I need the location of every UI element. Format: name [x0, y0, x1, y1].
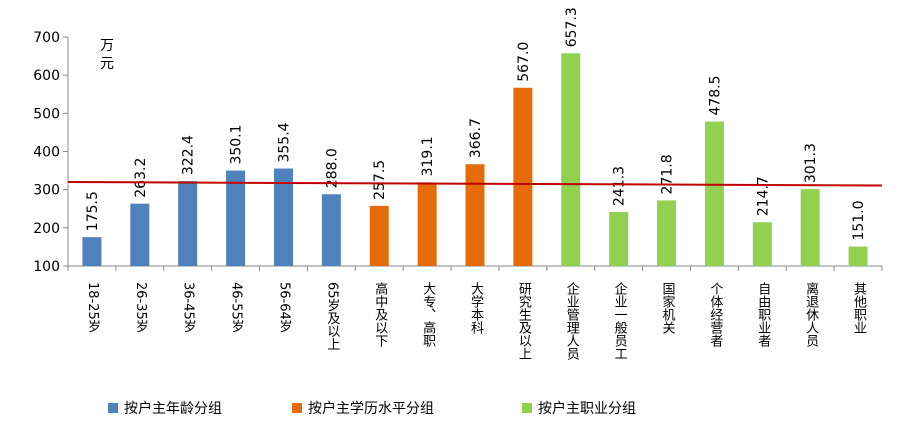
bar: [465, 164, 485, 266]
bar: [178, 181, 198, 266]
data-label: 271.8: [660, 154, 676, 194]
x-tick-label: 其他职业: [851, 282, 867, 334]
bar: [82, 237, 102, 266]
x-tick-label: 36-45岁: [180, 282, 196, 333]
y-tick-label: 400: [33, 145, 60, 161]
bar: [848, 246, 868, 266]
bar: [752, 222, 772, 266]
x-tick-label: 研究生及以上: [515, 282, 531, 360]
data-label: 263.2: [133, 158, 149, 198]
x-tick-label: 大学本科: [468, 282, 483, 334]
y-tick-label: 600: [33, 68, 60, 84]
legend-label: 按户主年龄分组: [124, 401, 222, 417]
data-label: 301.3: [803, 143, 819, 183]
x-tick-label: 大专、高职: [420, 282, 436, 347]
unit-label: 万元: [100, 38, 114, 72]
y-tick-label: 700: [33, 30, 60, 46]
data-label: 241.3: [612, 166, 628, 206]
bar: [321, 194, 341, 266]
bar: [226, 170, 246, 266]
bar: [561, 53, 581, 266]
legend-label: 按户主学历水平分组: [308, 401, 434, 417]
x-tick-label: 企业管理人员: [563, 282, 579, 360]
data-label: 288.0: [324, 148, 340, 188]
data-label: 214.7: [755, 176, 771, 216]
y-tick-label: 200: [33, 221, 60, 237]
x-tick-label: 个体经营者: [707, 282, 723, 347]
data-label: 151.0: [851, 200, 867, 240]
y-tick-label: 500: [33, 106, 60, 122]
bar: [704, 121, 724, 266]
legend-label: 按户主职业分组: [538, 401, 636, 417]
x-tick-label: 56-64岁: [276, 282, 292, 333]
trend-line: [67, 181, 883, 187]
bar: [657, 200, 677, 266]
x-tick-label: 26-35岁: [132, 282, 148, 333]
x-tick-label: 自由职业者: [755, 282, 771, 347]
y-tick-label: 300: [33, 183, 60, 199]
legend-item: 按户主职业分组: [522, 398, 636, 418]
y-tick-label: 100: [33, 259, 60, 275]
data-label: 478.5: [707, 75, 723, 115]
x-tick-label: 65岁及以上: [324, 282, 340, 351]
data-label: 350.1: [229, 124, 245, 164]
x-tick-label: 高中及以下: [372, 282, 388, 347]
data-label: 322.4: [181, 135, 197, 175]
bar: [800, 189, 820, 266]
data-label: 319.1: [420, 136, 436, 176]
bar: [130, 203, 150, 266]
x-tick-label: 企业一般员工: [611, 282, 627, 360]
data-label: 366.7: [468, 118, 484, 158]
bar: [417, 182, 437, 266]
bar: [513, 87, 533, 267]
x-tick-label: 国家机关: [659, 282, 675, 334]
data-label: 257.5: [372, 160, 388, 200]
bar: [609, 212, 629, 266]
bar: [369, 205, 389, 266]
legend-item: 按户主学历水平分组: [292, 398, 434, 418]
legend-swatch: [108, 403, 118, 413]
legend-item: 按户主年龄分组: [108, 398, 222, 418]
data-label: 355.4: [276, 122, 292, 162]
x-tick-label: 18-25岁: [84, 282, 100, 333]
data-label: 567.0: [516, 42, 532, 82]
data-label: 175.5: [85, 191, 101, 231]
bar: [273, 168, 293, 266]
data-label: 657.3: [564, 7, 580, 47]
legend-swatch: [292, 403, 302, 413]
x-tick-label: 离退休人员: [803, 282, 819, 347]
x-tick-label: 46-55岁: [228, 282, 244, 333]
legend-swatch: [522, 403, 532, 413]
